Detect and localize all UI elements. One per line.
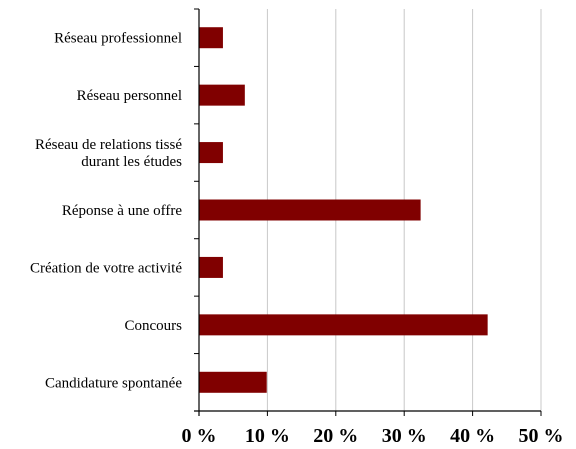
category-label-4: Création de votre activité [30,260,182,276]
x-tick-label-2: 20 % [313,425,358,447]
bar-5 [199,314,488,336]
category-label-0: Réseau professionnel [54,31,182,47]
bar-0 [199,27,223,49]
x-tick-label-3: 30 % [382,425,427,447]
category-label-2: Réseau de relations tissé durant les étud… [35,137,182,170]
axes [194,8,542,416]
bar-4 [199,256,223,278]
bar-6 [199,371,267,393]
x-tick-label-1: 10 % [245,425,290,447]
x-tick-labels: 0 % 10 % 20 % 30 % 40 % 50 % [182,425,564,447]
x-tick-label-0: 0 % [182,425,217,447]
bar-3 [199,199,421,221]
category-labels: Réseau professionnel Réseau personnel Rése… [30,31,182,392]
x-tick-label-4: 40 % [450,425,495,447]
category-label-5: Concours [125,318,183,334]
category-label-3: Réponse à une offre [62,203,182,219]
category-label-6: Candidature spontanée [45,375,182,391]
category-label-1: Réseau personnel [77,88,182,104]
x-tick-label-5: 50 % [519,425,564,447]
bar-1 [199,84,245,106]
bar-2 [199,142,223,164]
bars [199,27,488,393]
